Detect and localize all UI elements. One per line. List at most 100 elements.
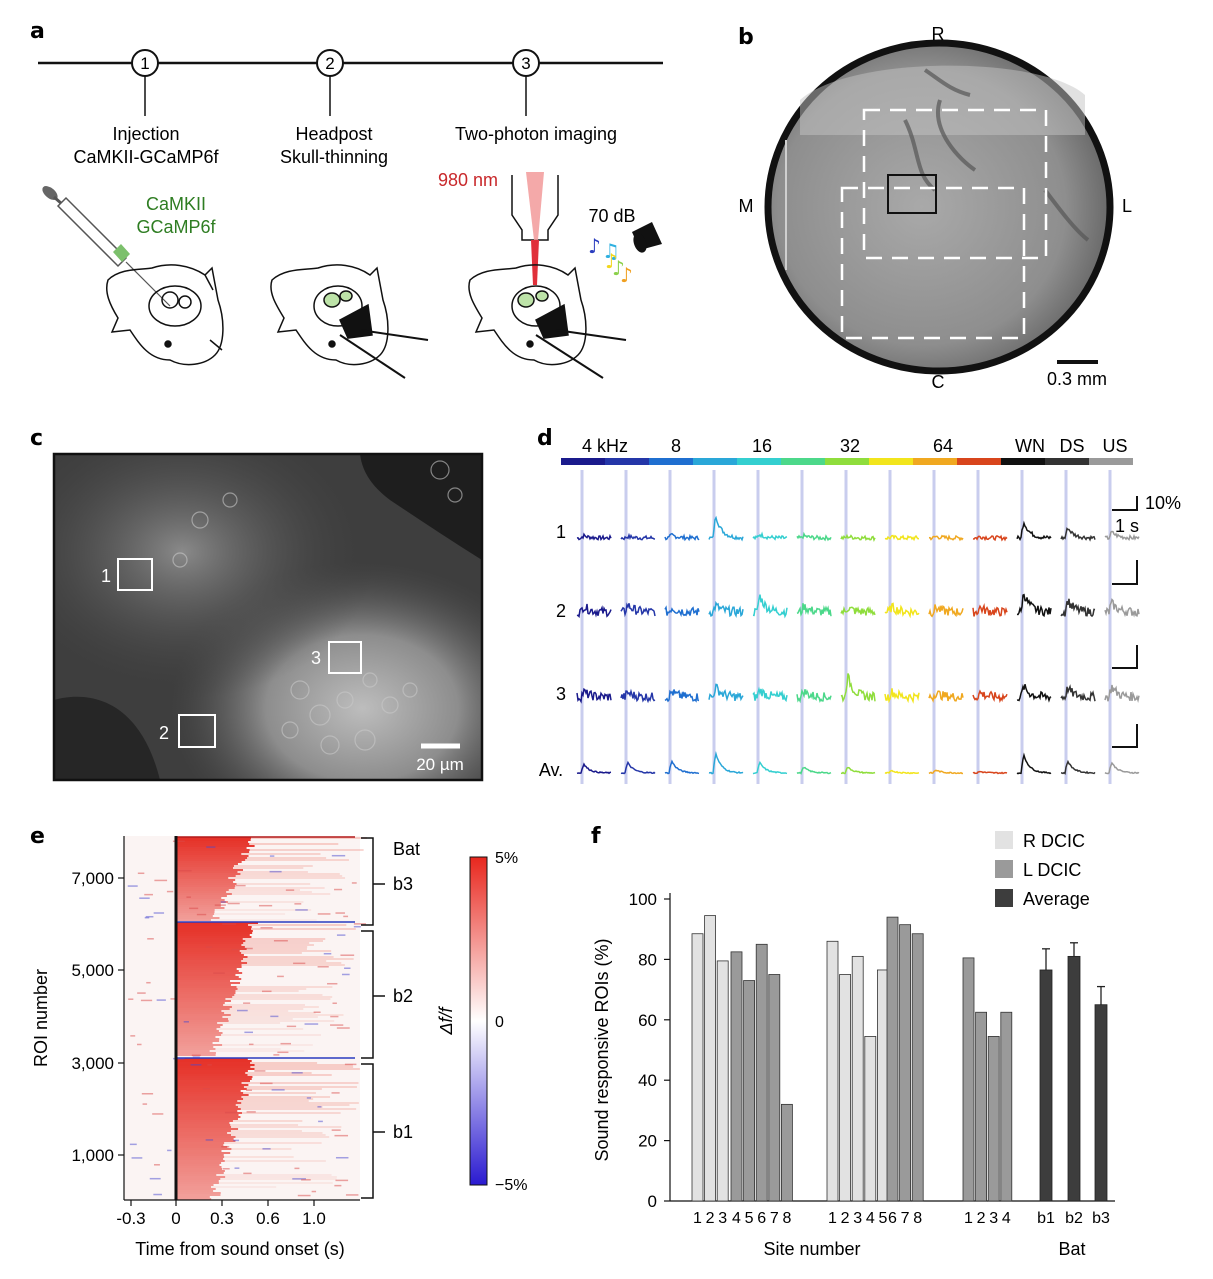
raster-row xyxy=(177,867,233,869)
bar-xlabel: Site number xyxy=(763,1239,860,1259)
noise-speck xyxy=(243,1002,251,1004)
raster-row xyxy=(177,879,236,881)
raster-row xyxy=(177,962,248,964)
trace-r1-s7 xyxy=(884,602,920,619)
heatmap-ylabel: ROI number xyxy=(31,969,51,1067)
noise-speck xyxy=(153,912,165,914)
raster-row xyxy=(177,1134,231,1136)
noise-speck xyxy=(295,909,308,911)
raster-row xyxy=(177,899,225,901)
noise-speck xyxy=(186,896,191,898)
noise-speck xyxy=(222,923,237,925)
noise-speck xyxy=(246,1089,252,1091)
raster-row xyxy=(177,980,231,982)
raster-row xyxy=(177,1176,226,1178)
raster-tail xyxy=(243,958,354,960)
trace-r3-s8 xyxy=(928,769,964,775)
raster-tail xyxy=(240,873,340,875)
raster-row xyxy=(177,871,238,873)
raster-tail xyxy=(233,865,313,867)
raster-row xyxy=(177,1130,231,1132)
trace-r3-s5 xyxy=(796,766,832,775)
svg-text:♪: ♪ xyxy=(620,263,633,287)
bar-b2-site-7 xyxy=(899,924,911,1202)
noise-speck xyxy=(260,927,273,929)
roi-box-2[interactable] xyxy=(178,714,216,748)
noise-speck xyxy=(231,948,240,951)
noise-speck xyxy=(249,1043,254,1046)
raster-row xyxy=(177,1000,231,1002)
roi-box-1[interactable] xyxy=(117,558,153,591)
raster-tail xyxy=(231,893,331,895)
noise-speck xyxy=(317,913,331,915)
raster-row xyxy=(177,1102,242,1104)
noise-speck xyxy=(304,1023,319,1025)
color-segment-0 xyxy=(561,458,605,465)
noise-speck xyxy=(270,1015,279,1018)
noise-speck xyxy=(335,1156,349,1159)
raster-row xyxy=(177,1182,219,1184)
bar-b2-site-8 xyxy=(911,933,924,1202)
raster-tail xyxy=(241,1102,359,1104)
raster-row xyxy=(177,911,215,913)
trace-r1-s8 xyxy=(928,604,964,618)
raster-row xyxy=(177,857,248,859)
trace-r2-s7 xyxy=(884,688,920,704)
raster-row xyxy=(177,1194,221,1196)
raster-row xyxy=(177,1016,223,1018)
noise-speck xyxy=(294,1167,300,1170)
trace-r2-s8 xyxy=(928,690,964,703)
noise-speck xyxy=(343,915,349,918)
raster-tail xyxy=(241,1112,341,1114)
noise-speck xyxy=(214,904,226,906)
frequency-color-bar xyxy=(561,458,1133,465)
trace-r2-s5 xyxy=(796,688,832,704)
xtick-b1-1: 1 xyxy=(693,1210,702,1227)
panel-e: e 7,000 5,000 3,000 1,000 -0.3 0 0.3 0.6… xyxy=(30,824,527,1259)
raster-row xyxy=(177,889,229,891)
raster-row xyxy=(177,954,244,956)
scalebars-d xyxy=(1112,496,1138,748)
raster-tail xyxy=(236,883,311,885)
noise-speck xyxy=(242,947,253,950)
freq-label-64: 64 xyxy=(933,436,953,456)
panel-c: c 1 2 3 20 µm xyxy=(30,426,484,782)
raster-row xyxy=(177,930,253,932)
raster-row xyxy=(177,1046,214,1048)
raster-row xyxy=(177,968,237,970)
raster-row xyxy=(177,1114,239,1116)
noise-speck xyxy=(154,1164,160,1166)
raster-row xyxy=(177,1128,239,1130)
raster-row xyxy=(177,1148,232,1150)
color-segment-1 xyxy=(605,458,649,465)
roi-box-3[interactable] xyxy=(328,641,362,674)
raster-tail xyxy=(237,988,307,990)
step-3-title: Two-photon imaging xyxy=(455,124,617,144)
xtick-b1-4: 4 xyxy=(732,1210,741,1227)
objective-icon xyxy=(511,172,559,285)
noise-speck xyxy=(331,1129,341,1131)
noise-speck xyxy=(142,1103,148,1105)
group-title: Bat xyxy=(393,839,420,859)
bar-b3-site-1 xyxy=(962,957,975,1202)
raster-row xyxy=(177,1012,225,1014)
xtick-b1-8: 8 xyxy=(782,1210,791,1227)
noise-speck xyxy=(153,1193,162,1196)
raster-row xyxy=(177,988,238,990)
noise-speck xyxy=(146,981,151,984)
xtick-b1-2: 2 xyxy=(706,1210,715,1227)
xtick-b2-3: 3 xyxy=(853,1210,862,1227)
raster-row xyxy=(177,1198,212,1200)
raster-tail xyxy=(209,1050,305,1052)
trace-r0-s3 xyxy=(708,515,744,542)
raster-row xyxy=(177,976,239,978)
raster-row xyxy=(177,839,251,841)
trace-r0-s2 xyxy=(664,532,700,542)
raster-tail xyxy=(221,1010,289,1012)
raster-row xyxy=(177,861,242,863)
raster-tail xyxy=(254,1064,353,1066)
raster-tail xyxy=(234,994,323,996)
raster-tail xyxy=(214,909,312,911)
raster-row xyxy=(177,887,235,889)
raster-row xyxy=(177,1178,221,1180)
